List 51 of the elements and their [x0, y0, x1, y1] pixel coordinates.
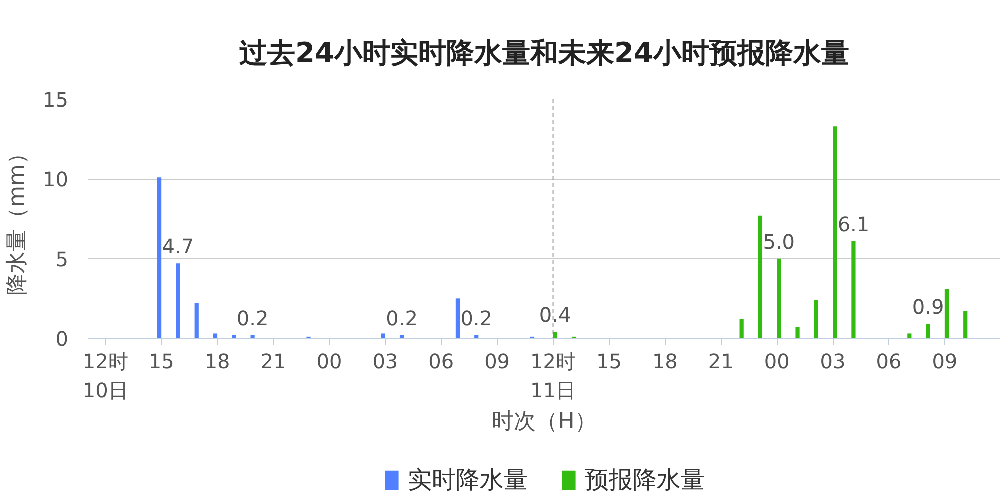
bar — [740, 319, 744, 338]
x-tick-label: 18 — [652, 350, 678, 374]
data-label: 0.2 — [386, 306, 418, 330]
x-tick-label: 15 — [596, 350, 622, 374]
data-label: 0.4 — [539, 303, 572, 328]
x-tick-label: 00 — [764, 350, 790, 374]
y-tick-label: 5 — [56, 247, 69, 272]
x-tick-label: 12时 11日 — [530, 350, 576, 402]
x-tick-label: 06 — [876, 350, 902, 374]
bar — [553, 332, 558, 338]
x-tick-label: 09 — [484, 350, 510, 374]
x-axis-title: 时次（H） — [492, 409, 597, 434]
bar — [777, 258, 782, 338]
bar — [964, 311, 968, 338]
bar — [833, 126, 838, 338]
bar — [796, 327, 800, 338]
x-tick-label: 00 — [316, 350, 342, 374]
x-tick-label: 15 — [148, 350, 174, 374]
data-label: 0.2 — [460, 306, 493, 330]
x-tick-label: 03 — [372, 350, 398, 374]
bar — [194, 303, 199, 338]
bar — [213, 334, 218, 338]
bar — [852, 241, 856, 338]
y-tick-label: 10 — [43, 168, 69, 192]
y-tick-label: 15 — [43, 88, 69, 112]
bar — [908, 334, 912, 338]
y-axis-title: 降水量（mm） — [5, 142, 30, 296]
legend-label: 实时降水量 — [408, 465, 528, 496]
x-tick-label: 03 — [820, 350, 846, 374]
bar — [814, 300, 818, 338]
x-tick-label: 12时 10日 — [82, 350, 128, 402]
x-tick-label: 21 — [260, 350, 286, 374]
y-tick-label: 0 — [56, 327, 69, 351]
bar — [456, 298, 460, 338]
bar — [381, 334, 386, 338]
data-label: 0.2 — [236, 306, 269, 330]
bar — [926, 324, 930, 338]
x-tick-label: 09 — [932, 350, 958, 374]
data-label: 0.9 — [912, 295, 944, 320]
legend-label: 预报降水量 — [585, 465, 705, 496]
chart-title: 过去24小时实时降水量和未来24小时预报降水量 — [238, 36, 850, 70]
x-tick-label: 06 — [428, 350, 454, 374]
x-tick-label: 21 — [708, 350, 734, 374]
data-label: 6.1 — [838, 212, 870, 236]
bar — [158, 178, 162, 338]
data-label: 5.0 — [763, 230, 796, 254]
bar — [758, 216, 763, 338]
bar — [944, 289, 950, 338]
data-label: 4.7 — [162, 234, 194, 259]
bar — [176, 264, 180, 338]
x-tick-label: 18 — [204, 350, 230, 374]
